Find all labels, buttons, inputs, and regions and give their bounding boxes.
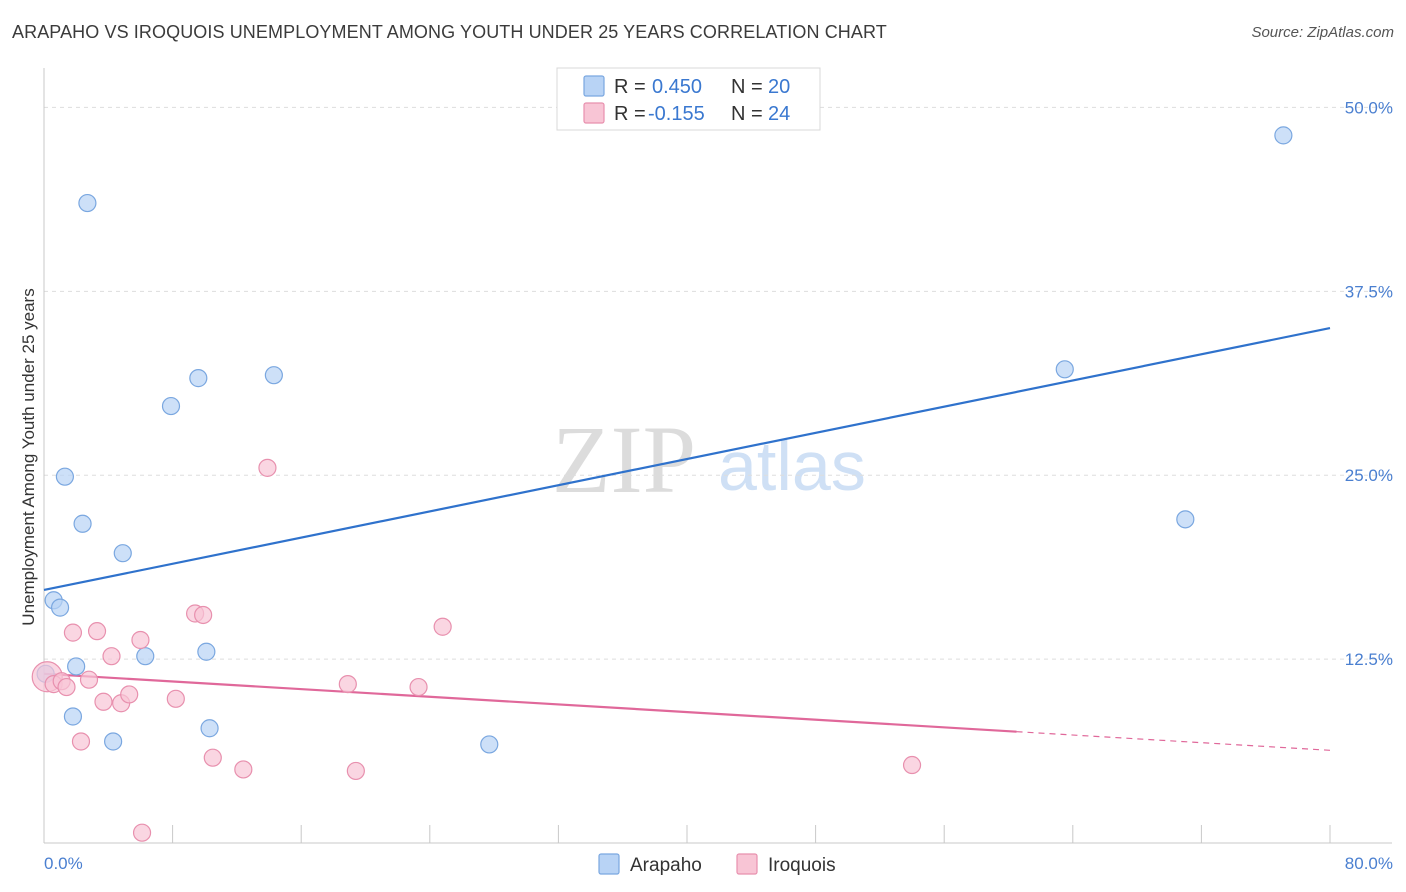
y-tick-label-2: 37.5% <box>1345 282 1393 301</box>
point-iroquois-13 <box>132 823 152 842</box>
point-iroquois-9 <box>102 647 121 666</box>
legend-swatch-iroquois <box>583 102 605 124</box>
y-tick-label-0: 12.5% <box>1345 650 1393 669</box>
bottom-legend-label-iroquois: Iroquois <box>768 855 836 876</box>
legend-box: R = 0.450 N = 20 R = -0.155 N = 24 <box>556 67 821 131</box>
point-iroquois-7 <box>87 622 107 641</box>
legend-swatch-arapaho <box>583 75 605 97</box>
point-arapaho-10 <box>197 642 216 661</box>
x-tick-labels: 0.0% 80.0% <box>44 854 1393 873</box>
trend-line-arapaho <box>43 327 1331 592</box>
point-arapaho-14 <box>104 732 123 751</box>
point-arapaho-3 <box>113 544 132 563</box>
point-arapaho-11 <box>67 657 86 676</box>
point-iroquois-19 <box>258 458 277 477</box>
x-tick-label-0: 0.0% <box>44 854 83 873</box>
point-arapaho-6 <box>264 366 283 385</box>
point-arapaho-2 <box>73 514 92 533</box>
watermark-zip: ZIP <box>552 406 696 513</box>
point-iroquois-23 <box>433 617 452 636</box>
trend-line-iroquois <box>43 672 1017 733</box>
point-arapaho-4 <box>161 396 181 416</box>
point-iroquois-12 <box>131 630 150 650</box>
bottom-legend: Arapaho Iroquois <box>598 853 836 876</box>
point-iroquois-8 <box>94 692 113 711</box>
watermark-atlas: atlas <box>718 427 866 505</box>
legend-arapaho-n-value: 20 <box>768 76 790 98</box>
point-iroquois-5 <box>71 732 91 751</box>
point-iroquois-24 <box>902 755 922 775</box>
point-iroquois-3 <box>57 677 76 697</box>
grid-lines <box>44 106 1392 660</box>
legend-iroquois-n-value: 24 <box>768 103 790 125</box>
y-tick-label-1: 25.0% <box>1345 466 1393 485</box>
data-points <box>31 126 1293 842</box>
trend-lines <box>43 327 1331 751</box>
legend-iroquois-r-value: -0.155 <box>648 103 705 125</box>
point-arapaho-5 <box>189 369 208 388</box>
point-iroquois-18 <box>234 760 253 779</box>
source-label: Source: ZipAtlas.com <box>1251 24 1394 41</box>
point-iroquois-20 <box>338 675 357 694</box>
point-iroquois-6 <box>79 670 99 689</box>
point-iroquois-22 <box>409 677 428 697</box>
point-arapaho-0 <box>78 193 97 213</box>
point-arapaho-19 <box>1274 126 1293 145</box>
point-arapaho-15 <box>200 719 219 738</box>
point-arapaho-1 <box>55 467 74 486</box>
y-tick-label-3: 50.0% <box>1345 98 1393 117</box>
legend-arapaho-n-label: N = <box>731 76 763 98</box>
bottom-legend-label-arapaho: Arapaho <box>630 855 702 876</box>
point-arapaho-17 <box>1055 360 1074 379</box>
point-iroquois-21 <box>346 761 365 781</box>
point-arapaho-16 <box>480 735 499 754</box>
bottom-legend-swatch-arapaho <box>598 853 620 875</box>
point-arapaho-8 <box>50 598 70 617</box>
point-iroquois-4 <box>63 623 83 642</box>
y-axis-title: Unemployment Among Youth under 25 years <box>19 288 38 625</box>
point-iroquois-11 <box>120 685 139 704</box>
point-iroquois-17 <box>203 748 222 767</box>
point-arapaho-13 <box>63 707 83 726</box>
legend-iroquois-n-label: N = <box>731 103 763 125</box>
legend-arapaho-r-value: 0.450 <box>652 76 702 98</box>
chart-title: ARAPAHO VS IROQUOIS UNEMPLOYMENT AMONG Y… <box>12 22 887 42</box>
y-tick-labels: 12.5% 25.0% 37.5% 50.0% <box>1345 98 1393 669</box>
legend-arapaho-r-label: R = <box>614 76 646 98</box>
bottom-legend-swatch-iroquois <box>736 853 758 875</box>
legend-iroquois-r-label: R = <box>614 103 646 125</box>
point-iroquois-14 <box>166 689 185 708</box>
axes <box>43 68 1392 844</box>
trend-line-iroquois-extension <box>1016 731 1331 751</box>
point-iroquois-16 <box>194 605 213 625</box>
point-arapaho-18 <box>1176 510 1195 529</box>
x-tick-label-1: 80.0% <box>1345 854 1393 873</box>
point-arapaho-9 <box>136 647 155 666</box>
